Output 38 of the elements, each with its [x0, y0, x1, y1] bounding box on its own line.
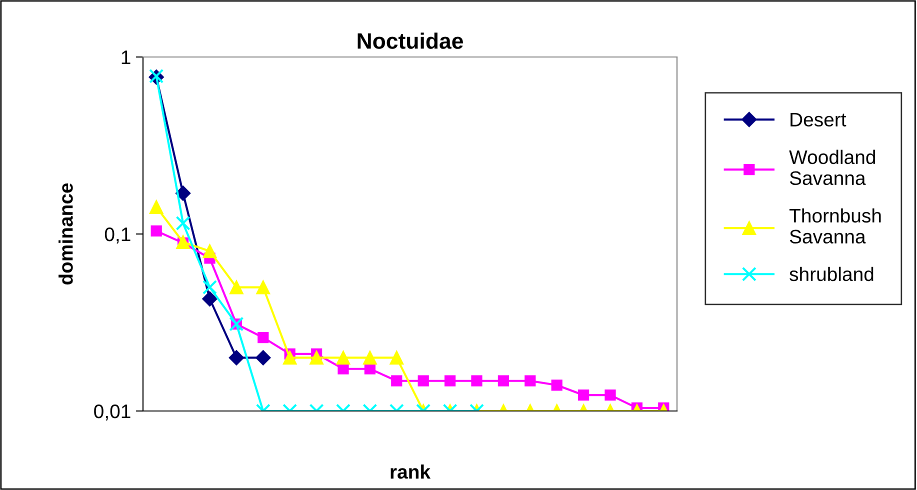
point [310, 350, 324, 365]
legend-label: Woodland Savanna [789, 150, 875, 186]
y-tick-label: 1 [122, 50, 130, 64]
point [230, 280, 244, 294]
point [391, 375, 402, 386]
point [336, 350, 350, 365]
point [176, 216, 190, 231]
point [471, 375, 482, 386]
point [390, 350, 404, 365]
chart-title: Noctuidae [358, 32, 463, 49]
point [578, 390, 590, 401]
point [150, 225, 162, 237]
x-axis-title: rank [390, 464, 431, 479]
point [444, 375, 456, 386]
point [551, 380, 562, 391]
point [364, 363, 376, 374]
point [202, 291, 218, 306]
point [256, 280, 270, 294]
point [282, 350, 297, 365]
point [256, 350, 271, 366]
point [175, 186, 191, 201]
point [604, 390, 616, 401]
point [418, 375, 429, 386]
y-tick-label: 0,1 [104, 227, 130, 244]
point [338, 363, 349, 374]
legend-label: Thornbush Savanna [789, 208, 881, 244]
point [149, 200, 164, 214]
point [524, 375, 536, 386]
legend-label: Desert [790, 112, 846, 127]
point [202, 244, 217, 258]
point [498, 375, 510, 386]
legend-label: shrubland [790, 266, 874, 282]
point [202, 280, 218, 295]
point [258, 332, 269, 344]
y-axis-title: dominance [58, 183, 73, 285]
point [228, 350, 244, 366]
y-tick-label: 0,01 [94, 404, 130, 421]
point [363, 350, 377, 365]
